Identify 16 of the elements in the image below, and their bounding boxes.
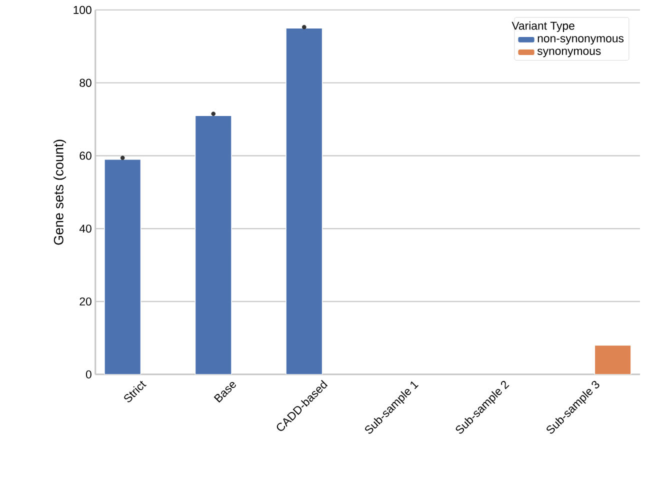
- y-tick-label: 40: [79, 224, 92, 233]
- legend-label: synonymous: [537, 48, 601, 58]
- bar: [286, 28, 323, 374]
- y-tick-label: 0: [86, 370, 92, 378]
- point: [211, 112, 216, 116]
- point: [302, 24, 306, 30]
- y-tick-label: 60: [80, 152, 92, 160]
- y-axis-title: Gene sets (count): [54, 140, 66, 245]
- y-tick-label: 20: [80, 298, 92, 306]
- legend-title: Variant Type: [512, 21, 574, 32]
- point: [120, 156, 125, 160]
- legend-label: non-synonymous: [538, 36, 624, 45]
- bar: [104, 159, 142, 374]
- y-tick-label: 100: [74, 6, 92, 14]
- y-tick-label: 80: [80, 78, 92, 87]
- bar: [194, 115, 232, 374]
